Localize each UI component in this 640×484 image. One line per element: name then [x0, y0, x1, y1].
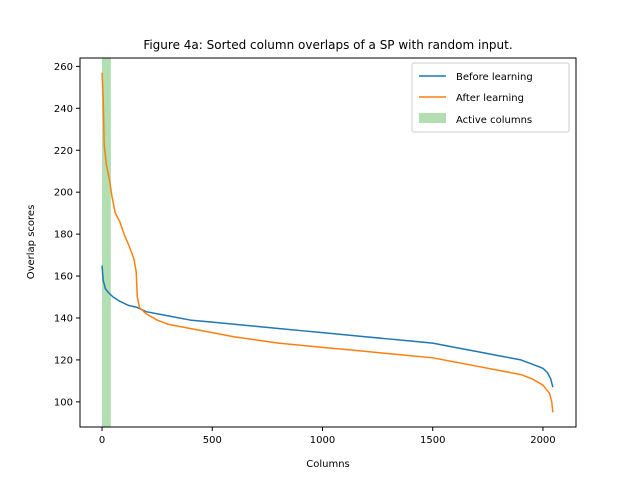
y-tick-label-240: 240: [54, 104, 73, 115]
y-tick-label-100: 100: [54, 397, 73, 408]
legend-text-before-learning: Before learning: [456, 72, 533, 83]
x-axis-label: Columns: [306, 459, 350, 470]
y-tick-label-260: 260: [54, 62, 73, 73]
legend-text-after-learning: After learning: [456, 93, 524, 104]
x-tick-label-500: 500: [203, 435, 222, 446]
y-tick-label-140: 140: [54, 313, 73, 324]
y-tick-label-200: 200: [54, 188, 73, 199]
chart-title: Figure 4a: Sorted column overlaps of a S…: [143, 38, 512, 52]
y-tick-label-180: 180: [54, 230, 73, 241]
x-tick-label-0: 0: [99, 435, 105, 446]
x-tick-label-1000: 1000: [310, 435, 335, 446]
legend-frame: [411, 62, 570, 133]
series-line-after-learning: [101, 72, 554, 413]
legend: Before learning After learning Active co…: [411, 62, 570, 133]
y-axis-label: Overlap scores: [26, 205, 37, 280]
plot-area: 0 500 1000 1500 2000 100 120 140 160 180 200 220 240…: [54, 57, 577, 446]
plot-frame: [79, 57, 577, 428]
y-tick-label-120: 120: [54, 355, 73, 366]
y-tick-label-160: 160: [54, 272, 73, 283]
x-tick-label-2000: 2000: [530, 435, 555, 446]
legend-patch-active-columns: [419, 113, 446, 123]
legend-text-active-columns: Active columns: [456, 115, 532, 126]
x-tick-label-1500: 1500: [420, 435, 445, 446]
series-line-before-learning: [101, 265, 554, 388]
active-columns-span: [102, 58, 111, 427]
y-tick-label-220: 220: [54, 146, 73, 157]
